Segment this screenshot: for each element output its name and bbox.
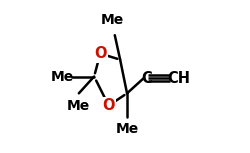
Text: O: O	[102, 98, 115, 113]
Text: Me: Me	[100, 13, 124, 27]
Text: Me: Me	[50, 69, 73, 84]
Text: Me: Me	[115, 122, 138, 136]
Text: Me: Me	[67, 99, 90, 113]
Text: CH: CH	[166, 71, 189, 86]
Text: O: O	[94, 46, 106, 61]
Text: C: C	[141, 71, 152, 86]
